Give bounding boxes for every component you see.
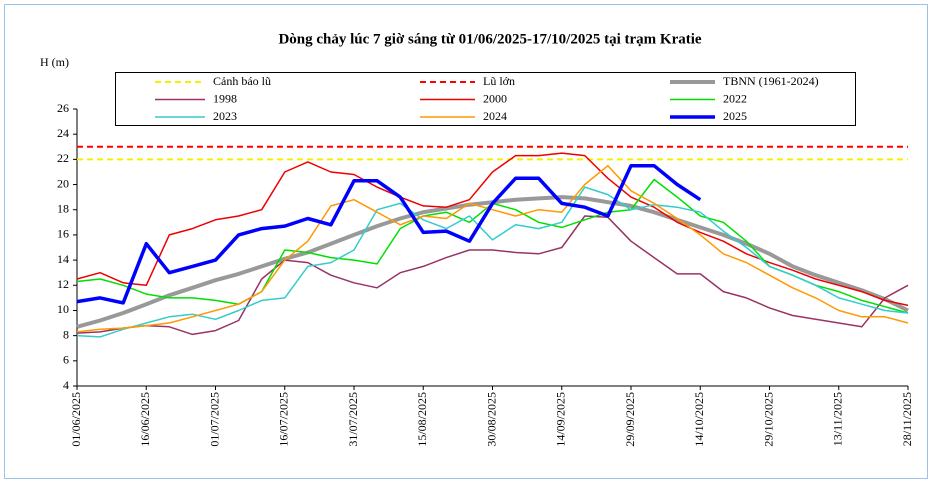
x-tick-label: 28/11/2025 bbox=[900, 392, 914, 446]
y-tick-label: 16 bbox=[57, 227, 69, 241]
y-tick-label: 8 bbox=[63, 327, 69, 341]
y-tick-label: 14 bbox=[57, 252, 69, 266]
legend-label: 2025 bbox=[723, 109, 747, 123]
y-tick-label: 6 bbox=[63, 353, 69, 367]
legend-label: 2000 bbox=[483, 91, 507, 105]
legend-label: Lũ lớn bbox=[483, 74, 515, 88]
x-tick-label: 15/08/2025 bbox=[415, 392, 429, 447]
y-tick-label: 22 bbox=[57, 151, 69, 165]
x-tick-label: 01/06/2025 bbox=[69, 392, 83, 447]
series-line bbox=[76, 215, 909, 336]
legend-label: 2023 bbox=[213, 109, 237, 123]
x-tick-label: 14/10/2025 bbox=[692, 392, 706, 447]
legend-label: Cảnh báo lũ bbox=[213, 74, 271, 88]
x-tick-label: 31/07/2025 bbox=[346, 392, 360, 447]
y-tick-label: 4 bbox=[63, 378, 69, 392]
x-tick-label: 01/07/2025 bbox=[207, 392, 221, 447]
legend-label: 2024 bbox=[483, 109, 507, 123]
series-line bbox=[76, 152, 909, 307]
y-tick-label: 18 bbox=[57, 201, 69, 215]
x-tick-label: 16/06/2025 bbox=[138, 392, 152, 447]
chart-title: Dòng chảy lúc 7 giờ sáng từ 01/06/2025-1… bbox=[278, 31, 701, 47]
legend-label: 1998 bbox=[213, 91, 237, 105]
series-line bbox=[76, 164, 909, 333]
x-tick-label: 16/07/2025 bbox=[277, 392, 291, 447]
y-tick-label: 26 bbox=[57, 101, 69, 115]
x-tick-label: 29/10/2025 bbox=[761, 392, 775, 447]
series-line bbox=[76, 163, 702, 305]
y-axis-label: H (m) bbox=[40, 55, 69, 69]
y-tick-label: 12 bbox=[57, 277, 69, 291]
legend-label: 2022 bbox=[723, 91, 747, 105]
series-line bbox=[76, 186, 909, 338]
x-tick-label: 29/09/2025 bbox=[623, 392, 637, 447]
y-tick-label: 20 bbox=[57, 176, 69, 190]
x-tick-label: 14/09/2025 bbox=[554, 392, 568, 447]
y-tick-label: 24 bbox=[57, 126, 69, 140]
legend-box bbox=[115, 72, 856, 126]
y-tick-label: 10 bbox=[57, 302, 69, 316]
x-tick-label: 30/08/2025 bbox=[484, 392, 498, 447]
x-tick-label: 13/11/2025 bbox=[831, 392, 845, 446]
legend-label: TBNN (1961-2024) bbox=[723, 74, 819, 88]
